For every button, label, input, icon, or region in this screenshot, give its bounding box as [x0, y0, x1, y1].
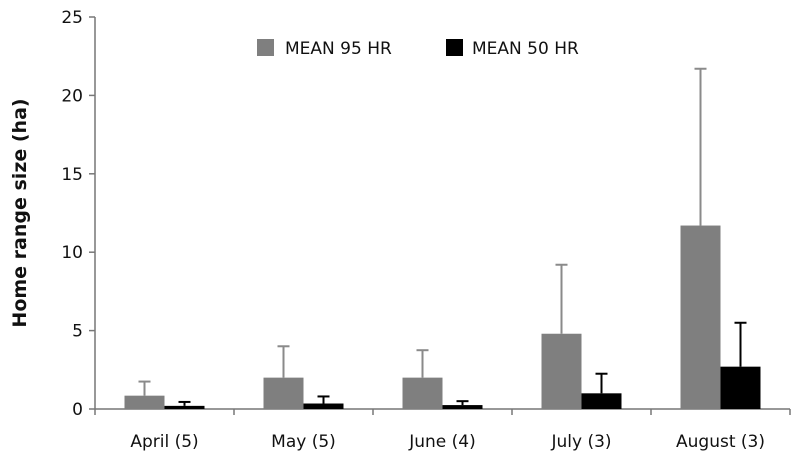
legend-swatch — [446, 39, 463, 56]
y-tick-label: 10 — [61, 243, 83, 263]
y-tick-label: 25 — [61, 8, 83, 28]
x-tick-label: May (5) — [271, 432, 336, 452]
legend-label: MEAN 95 HR — [285, 39, 392, 59]
bar-mean95 — [263, 377, 304, 409]
bar-mean50 — [720, 366, 761, 409]
x-tick-label: July (3) — [550, 432, 611, 452]
error-bars — [138, 67, 747, 406]
y-tick-label: 0 — [72, 400, 83, 420]
x-tick-label: August (3) — [676, 432, 765, 452]
bar-mean95 — [541, 333, 582, 409]
bar-mean50 — [442, 405, 483, 409]
bars — [124, 225, 761, 409]
legend: MEAN 95 HR MEAN 50 HR — [257, 39, 579, 59]
x-labels: April (5) May (5) June (4) July (3) August (… — [94, 409, 791, 452]
bar-mean50 — [164, 405, 205, 409]
bar-mean95 — [402, 377, 443, 409]
y-tick-label: 20 — [61, 86, 83, 106]
y-tick-label: 5 — [72, 322, 83, 342]
legend-swatch — [257, 39, 274, 56]
y-ticks: 0 5 10 15 20 25 — [61, 8, 95, 420]
y-tick-label: 15 — [61, 165, 83, 185]
legend-label: MEAN 50 HR — [472, 39, 579, 59]
bar-mean95 — [680, 225, 721, 409]
y-axis-title: Home range size (ha) — [9, 98, 31, 327]
x-tick-label: June (4) — [408, 432, 476, 452]
bar-mean50 — [581, 393, 622, 409]
x-tick-label: April (5) — [130, 432, 198, 452]
bar-mean95 — [124, 395, 165, 409]
bar-mean50 — [303, 403, 344, 409]
